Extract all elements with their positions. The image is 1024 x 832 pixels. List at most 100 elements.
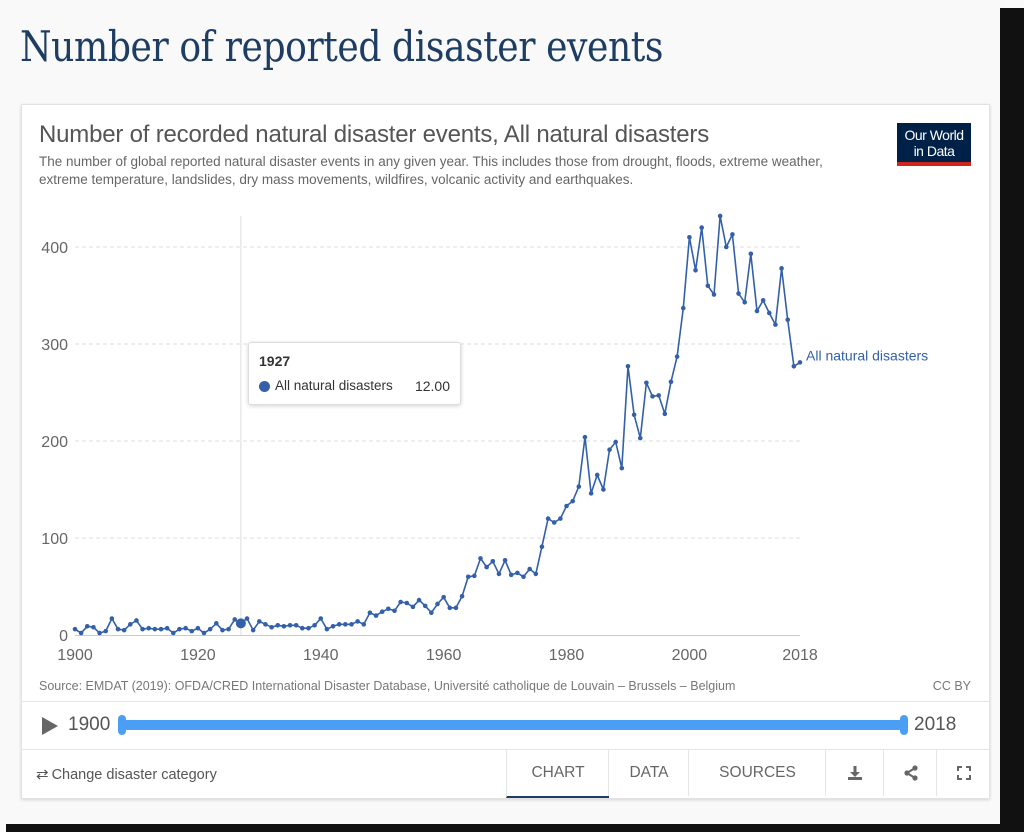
data-point-1979 [558, 516, 563, 521]
data-point-1996 [662, 411, 668, 417]
series-label: All natural disasters [806, 347, 928, 363]
timeline: 1900 2018 [22, 702, 989, 750]
data-point-2007 [730, 232, 735, 237]
data-point-1970 [502, 558, 508, 563]
data-point-1928 [244, 616, 250, 621]
share-button[interactable] [883, 750, 937, 796]
data-point-1932 [269, 624, 274, 630]
data-point-1947 [361, 622, 367, 627]
y-tick-label: 0 [59, 628, 68, 645]
data-point-1983 [582, 434, 588, 440]
data-point-1907 [115, 626, 121, 632]
timeline-end-handle[interactable] [900, 715, 908, 735]
logo-line-2: in Data [913, 143, 955, 159]
data-point-1971 [508, 572, 514, 578]
x-tick-label: 1940 [303, 647, 339, 664]
x-tick-label: 1980 [549, 647, 585, 664]
data-point-1924 [220, 627, 225, 633]
tab-data[interactable]: DATA [608, 750, 689, 796]
data-point-1900 [72, 626, 78, 632]
x-tick-label: 2000 [672, 647, 708, 664]
data-point-2015 [779, 266, 784, 271]
data-point-1960 [441, 594, 446, 600]
data-point-2011 [754, 308, 760, 314]
timeline-start-handle[interactable] [118, 715, 126, 735]
data-point-1913 [152, 626, 158, 632]
data-point-1930 [257, 619, 262, 624]
data-point-1940 [318, 616, 324, 621]
data-point-1980 [564, 503, 569, 509]
x-tick-label: 1920 [180, 647, 216, 664]
play-icon[interactable] [42, 717, 58, 735]
data-point-1975 [533, 571, 539, 577]
chart-subtitle: The number of global reported natural di… [39, 154, 823, 187]
data-point-2017 [791, 364, 797, 369]
y-tick-label: 300 [41, 337, 68, 354]
data-point-2013 [766, 310, 772, 316]
line-chart[interactable]: 0 100 200 300 400 1900 1920 1940 1960 1980 2000 20… [22, 105, 989, 671]
tab-chart[interactable]: CHART [506, 750, 609, 798]
data-point-1905 [103, 628, 109, 634]
data-point-1903 [91, 624, 96, 630]
data-point-1921 [201, 630, 207, 636]
data-point-1915 [164, 625, 170, 631]
change-category-label: Change disaster category [51, 767, 217, 783]
download-button[interactable] [825, 750, 884, 796]
data-point-2014 [773, 322, 778, 327]
timeline-slider-track[interactable] [122, 720, 904, 730]
data-point-1941 [324, 626, 330, 632]
data-point-1987 [607, 447, 612, 453]
owid-logo[interactable]: Our World in Data [897, 123, 971, 166]
y-axis-ticks: 0 100 200 300 400 [41, 240, 68, 645]
data-point-1935 [287, 623, 293, 628]
tab-sources[interactable]: SOURCES [688, 750, 826, 796]
x-tick-label: 2018 [782, 647, 818, 664]
data-point-1939 [312, 623, 317, 628]
x-axis-ticks: 1900 1920 1940 1960 1980 2000 2018 [57, 647, 818, 664]
data-point-1902 [84, 623, 90, 629]
y-tick-label: 400 [41, 240, 68, 257]
series-points [72, 213, 803, 636]
data-point-1948 [367, 610, 373, 615]
data-point-1922 [207, 626, 213, 632]
fullscreen-button[interactable] [936, 750, 990, 796]
license-link[interactable]: CC BY [932, 679, 971, 693]
data-point-1985 [594, 472, 600, 478]
data-point-1933 [275, 623, 281, 628]
data-point-2008 [736, 291, 741, 296]
highlight-point [235, 618, 246, 629]
source-link[interactable]: Source: EMDAT (2019): OFDA/CRED Internat… [39, 679, 736, 693]
data-point-1946 [355, 619, 360, 624]
logo-line-1: Our World [904, 127, 964, 143]
data-point-1917 [177, 626, 182, 632]
data-point-1995 [656, 393, 661, 398]
page-title: Number of reported disaster events [20, 22, 664, 71]
series-line-all-natural-disasters [74, 215, 801, 634]
data-point-1993 [644, 380, 649, 386]
data-point-1977 [545, 516, 551, 521]
timeline-start-label: 1900 [68, 714, 111, 735]
data-point-1972 [515, 570, 520, 576]
y-tick-label: 100 [41, 531, 68, 548]
source-row: Source: EMDAT (2019): OFDA/CRED Internat… [22, 671, 989, 702]
y-tick-label: 200 [41, 434, 68, 451]
data-point-1999 [680, 305, 686, 311]
change-category-button[interactable]: ⇄ Change disaster category [36, 765, 217, 783]
data-point-2010 [748, 251, 754, 257]
data-point-1901 [78, 630, 84, 636]
tooltip-series-name: All natural disasters [275, 378, 393, 393]
data-point-1906 [109, 616, 115, 621]
share-icon [903, 765, 918, 781]
data-point-1990 [625, 364, 631, 369]
data-point-1909 [127, 622, 133, 627]
data-point-1986 [601, 487, 606, 492]
data-point-2000 [687, 235, 692, 240]
data-point-1966 [478, 556, 483, 561]
data-point-1957 [422, 603, 428, 609]
data-point-1998 [674, 354, 680, 359]
data-point-1925 [226, 626, 231, 632]
data-point-1989 [619, 465, 625, 471]
data-point-1938 [306, 625, 311, 631]
download-icon [848, 766, 862, 780]
data-point-1950 [379, 609, 385, 615]
